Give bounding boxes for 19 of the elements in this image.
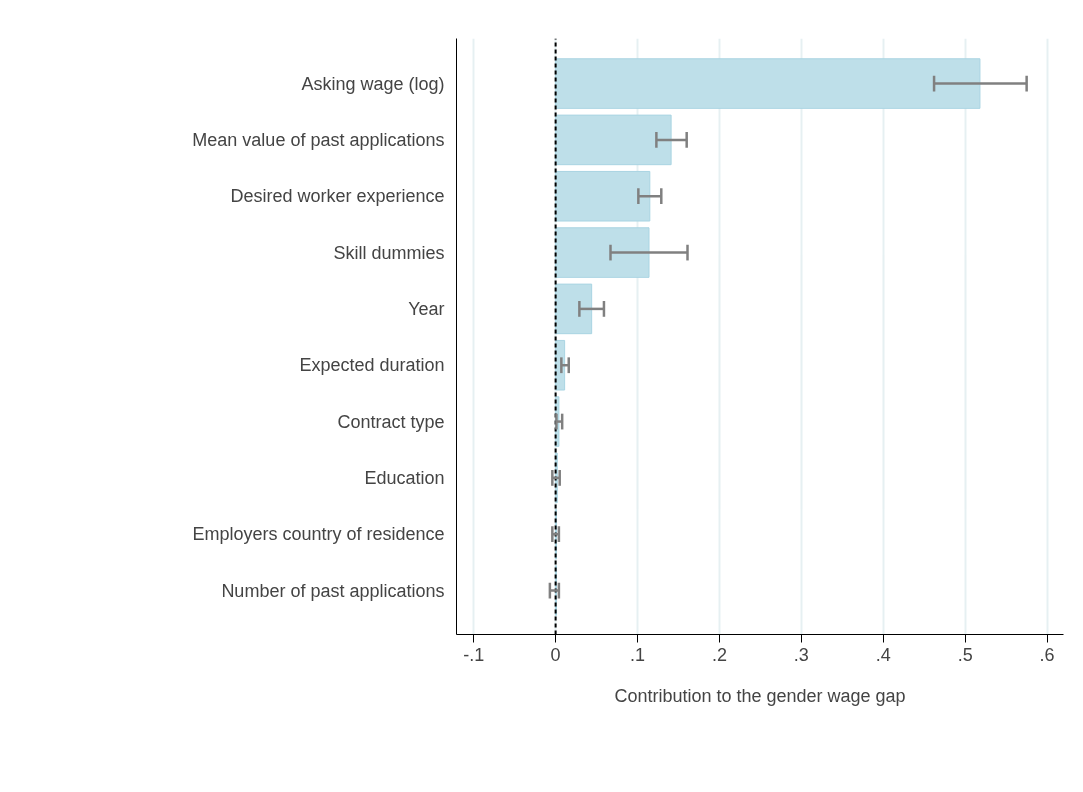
x-tick-label: .1: [630, 644, 646, 665]
x-tick-label: .3: [793, 644, 809, 665]
x-tick-label: 0: [550, 644, 561, 665]
y-tick-label: Skill dummies: [333, 242, 445, 263]
x-tick-label: -.1: [463, 644, 485, 665]
y-tick-label: Employers country of residence: [192, 524, 445, 545]
x-axis-title: Contribution to the gender wage gap: [614, 685, 906, 706]
y-tick-label: Number of past applications: [221, 580, 445, 601]
y-tick-label: Expected duration: [299, 355, 445, 376]
y-tick-label: Year: [408, 298, 445, 319]
x-tick-label: .5: [957, 644, 973, 665]
x-tick-label: .2: [711, 644, 727, 665]
y-tick-label: Contract type: [337, 411, 445, 432]
y-tick-label: Mean value of past applications: [192, 129, 445, 150]
y-tick-label: Asking wage (log): [301, 73, 445, 94]
y-tick-label: Desired worker experience: [230, 186, 445, 207]
x-tick-label: .4: [875, 644, 891, 665]
x-tick-label: .6: [1039, 644, 1055, 665]
y-tick-label: Education: [364, 467, 445, 488]
